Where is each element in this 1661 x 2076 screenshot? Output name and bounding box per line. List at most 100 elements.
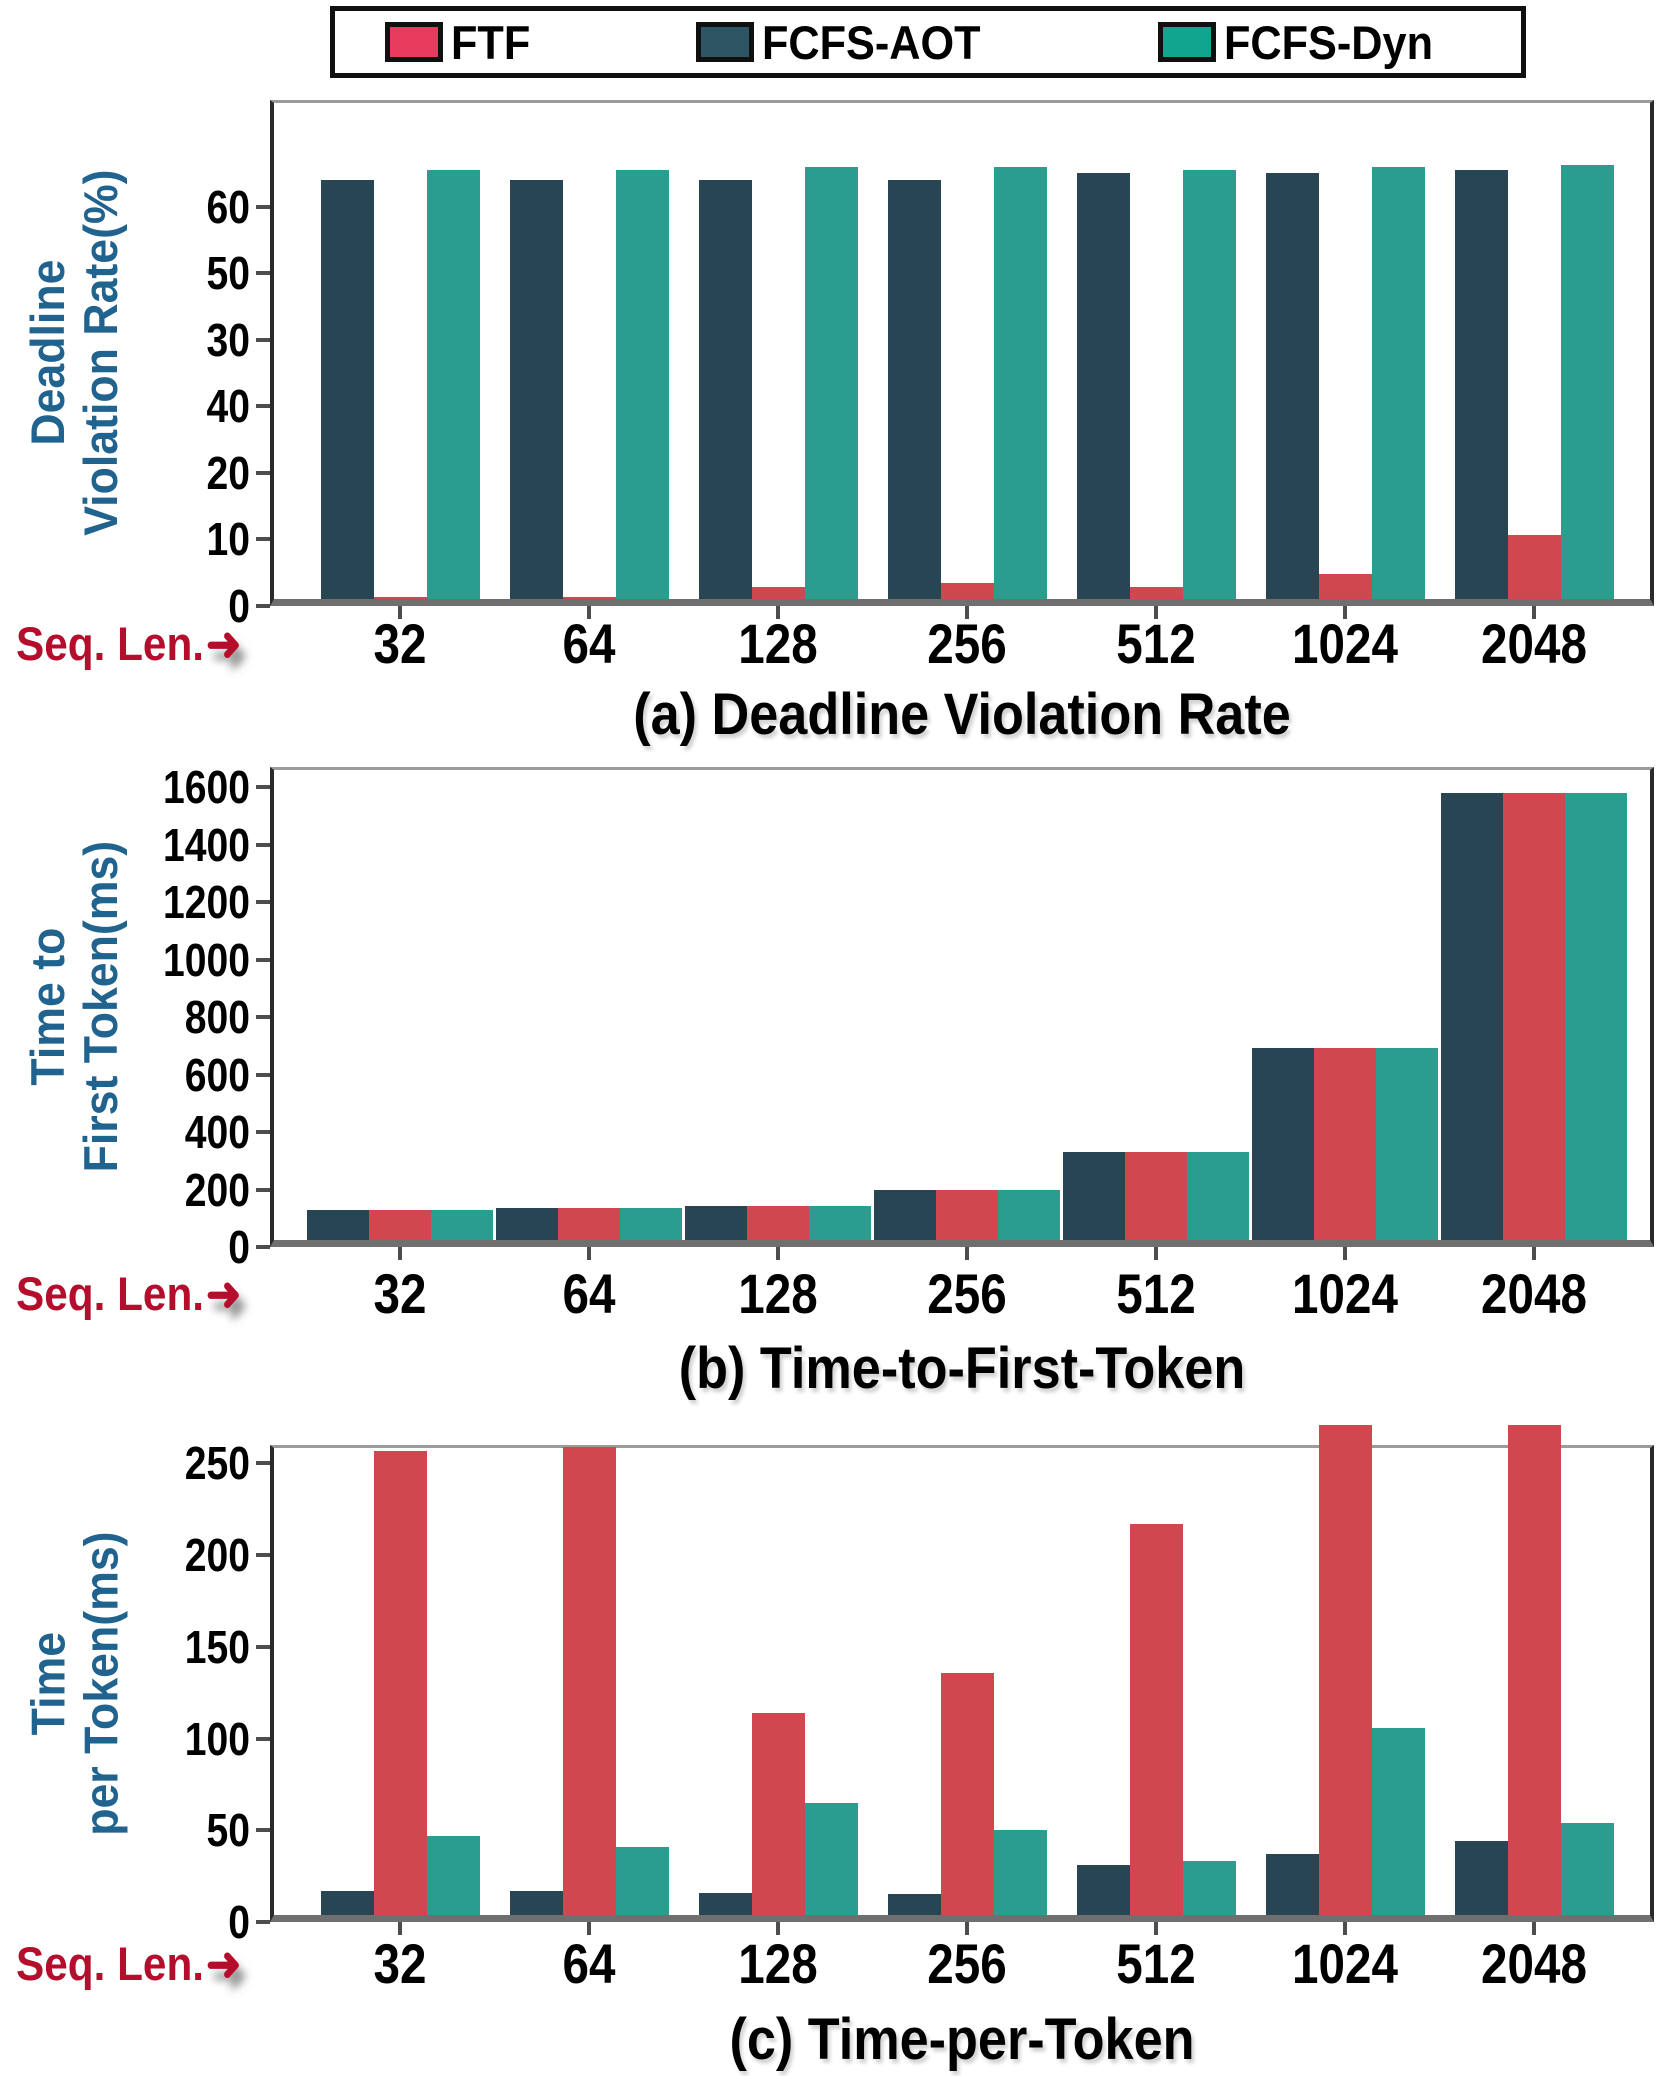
y-tick-label-c-150: 150 <box>184 1620 250 1673</box>
y-tick-label-b-1000: 1000 <box>163 933 250 986</box>
bar-a-ftf-128 <box>751 587 805 599</box>
bar-a-fcfs-aot-512 <box>1076 173 1130 599</box>
y-tick-label-b-800: 800 <box>184 991 250 1044</box>
bar-c-ftf-32 <box>373 1450 427 1915</box>
x-tick-label-c-2048: 2048 <box>1481 1932 1587 1995</box>
plot-area-a <box>270 100 1654 606</box>
bar-a-ftf-2048 <box>1507 534 1561 599</box>
bar-a-fcfs-dyn-64 <box>615 169 669 599</box>
y-tick-c-200 <box>256 1553 270 1558</box>
bar-a-fcfs-aot-32 <box>320 179 374 599</box>
bar-c-fcfs-dyn-256 <box>993 1830 1047 1915</box>
y-tick-label-a-0: 0 <box>228 580 250 632</box>
bar-a-fcfs-dyn-2048 <box>1560 164 1614 599</box>
bar-c-fcfs-aot-1024 <box>1265 1854 1319 1915</box>
y-tick-c-0 <box>256 1920 270 1924</box>
bar-c-fcfs-dyn-1024 <box>1371 1727 1425 1915</box>
bar-a-fcfs-dyn-128 <box>804 166 858 599</box>
y-tick-label-b-1400: 1400 <box>163 818 250 871</box>
legend-item-fcfs-aot: FCFS-AOT <box>695 15 1000 70</box>
y-tick-label-b-0: 0 <box>228 1221 250 1273</box>
y-tick-b-400 <box>256 1130 270 1135</box>
bar-c-ftf-128 <box>751 1712 805 1915</box>
y-tick-label-a-50: 50 <box>206 247 250 300</box>
right-arrow-icon-a: ➜ <box>205 617 242 670</box>
x-tick-c-1024 <box>1343 1922 1347 1935</box>
y-tick-label-a-10: 10 <box>206 513 250 566</box>
bar-c-fcfs-dyn-128 <box>804 1802 858 1915</box>
bar-c-fcfs-dyn-512 <box>1182 1861 1236 1915</box>
y-tick-label-a-40: 40 <box>206 380 250 433</box>
chart-title-b: (b) Time-to-First-Token <box>678 1336 1246 1401</box>
legend-swatch-fcfs-dyn-icon <box>1157 22 1216 62</box>
bar-a-ftf-512 <box>1129 587 1183 599</box>
x-tick-c-32 <box>398 1922 402 1935</box>
x-tick-c-2048 <box>1532 1922 1536 1935</box>
legend-item-ftf: FTF <box>385 15 537 70</box>
legend-swatch-ftf-icon <box>385 22 443 62</box>
bar-b-ftf-2048 <box>1503 792 1565 1240</box>
legend-label-fcfs-dyn: FCFS-Dyn <box>1223 15 1433 69</box>
x-tick-b-1024 <box>1343 1247 1347 1260</box>
x-tick-a-2048 <box>1532 606 1536 619</box>
y-tick-a-30 <box>256 337 270 342</box>
y-tick-label-c-250: 250 <box>184 1437 250 1490</box>
plot-area-c <box>270 1424 1654 1922</box>
bar-b-fcfs-dyn-128 <box>809 1205 871 1240</box>
y-tick-b-1200 <box>256 900 270 905</box>
x-tick-b-256 <box>965 1247 969 1260</box>
bar-b-ftf-32 <box>369 1209 431 1240</box>
y-tick-c-150 <box>256 1644 270 1649</box>
bar-b-ftf-1024 <box>1314 1048 1376 1240</box>
y-tick-a-0 <box>256 604 270 608</box>
y-axis-label-line1-c: Time <box>21 1631 75 1736</box>
y-tick-c-250 <box>256 1461 270 1466</box>
x-tick-label-c-256: 256 <box>927 1932 1007 1995</box>
x-tick-b-32 <box>398 1247 402 1260</box>
legend-item-fcfs-dyn: FCFS-Dyn <box>1157 15 1451 70</box>
y-tick-label-c-50: 50 <box>206 1804 250 1857</box>
x-tick-label-b-64: 64 <box>562 1262 616 1325</box>
bar-c-ftf-2048 <box>1507 1424 1561 1915</box>
x-tick-label-a-256: 256 <box>927 612 1007 675</box>
legend: FTF FCFS-AOT FCFS-Dyn <box>330 6 1526 78</box>
seq-len-text-c: Seq. Len. <box>16 1937 205 1990</box>
bar-b-fcfs-dyn-64 <box>620 1207 682 1240</box>
bar-a-fcfs-aot-1024 <box>1265 173 1319 599</box>
y-tick-c-100 <box>256 1736 270 1741</box>
x-tick-label-c-512: 512 <box>1116 1932 1196 1995</box>
x-tick-label-a-128: 128 <box>738 612 818 675</box>
bar-b-fcfs-aot-512 <box>1063 1152 1125 1240</box>
y-tick-b-0 <box>256 1245 270 1249</box>
bar-a-fcfs-aot-128 <box>698 179 752 599</box>
bar-c-fcfs-dyn-2048 <box>1560 1822 1614 1915</box>
x-tick-c-256 <box>965 1922 969 1935</box>
y-tick-a-40 <box>256 404 270 409</box>
y-tick-b-600 <box>256 1072 270 1077</box>
y-tick-b-200 <box>256 1187 270 1192</box>
x-tick-c-64 <box>587 1922 591 1935</box>
y-tick-label-a-30: 30 <box>206 313 250 366</box>
bar-b-fcfs-dyn-1024 <box>1376 1048 1438 1240</box>
x-tick-a-1024 <box>1343 606 1347 619</box>
right-arrow-icon-c: ➜ <box>205 1937 242 1990</box>
bar-b-fcfs-aot-1024 <box>1252 1048 1314 1240</box>
y-axis-label-line1-b: Time to <box>21 928 75 1086</box>
bar-a-fcfs-dyn-1024 <box>1371 166 1425 599</box>
y-tick-label-a-60: 60 <box>206 180 250 233</box>
y-tick-b-800 <box>256 1015 270 1020</box>
bar-c-fcfs-aot-512 <box>1076 1865 1130 1915</box>
y-tick-label-b-1200: 1200 <box>163 876 250 929</box>
x-tick-b-64 <box>587 1247 591 1260</box>
x-tick-c-128 <box>776 1922 780 1935</box>
bar-b-fcfs-dyn-32 <box>431 1209 493 1240</box>
x-tick-label-a-64: 64 <box>562 612 616 675</box>
bar-a-fcfs-aot-64 <box>509 179 563 599</box>
x-tick-label-b-1024: 1024 <box>1292 1262 1398 1325</box>
bar-c-fcfs-aot-32 <box>320 1890 374 1915</box>
y-tick-a-50 <box>256 271 270 276</box>
x-tick-label-b-128: 128 <box>738 1262 818 1325</box>
plot-area-b <box>270 767 1654 1247</box>
x-tick-a-64 <box>587 606 591 619</box>
right-arrow-icon-b: ➜ <box>205 1267 242 1320</box>
